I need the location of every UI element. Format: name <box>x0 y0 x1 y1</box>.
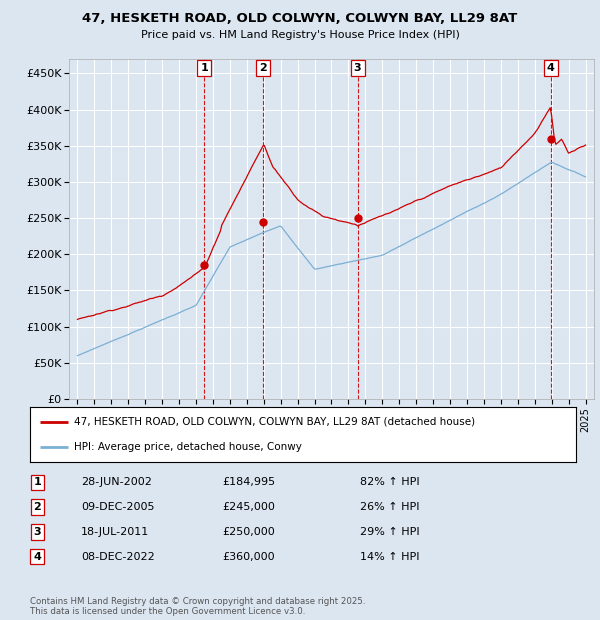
Text: 4: 4 <box>33 552 41 562</box>
Text: 14% ↑ HPI: 14% ↑ HPI <box>360 552 419 562</box>
Text: £360,000: £360,000 <box>222 552 275 562</box>
Text: 47, HESKETH ROAD, OLD COLWYN, COLWYN BAY, LL29 8AT: 47, HESKETH ROAD, OLD COLWYN, COLWYN BAY… <box>82 12 518 25</box>
Text: 29% ↑ HPI: 29% ↑ HPI <box>360 527 419 537</box>
Text: 1: 1 <box>34 477 41 487</box>
Text: 26% ↑ HPI: 26% ↑ HPI <box>360 502 419 512</box>
Text: 4: 4 <box>547 63 554 73</box>
Text: £250,000: £250,000 <box>222 527 275 537</box>
Text: 82% ↑ HPI: 82% ↑ HPI <box>360 477 419 487</box>
Text: 3: 3 <box>354 63 361 73</box>
Text: Price paid vs. HM Land Registry's House Price Index (HPI): Price paid vs. HM Land Registry's House … <box>140 30 460 40</box>
Text: £184,995: £184,995 <box>222 477 275 487</box>
Text: £245,000: £245,000 <box>222 502 275 512</box>
Text: 47, HESKETH ROAD, OLD COLWYN, COLWYN BAY, LL29 8AT (detached house): 47, HESKETH ROAD, OLD COLWYN, COLWYN BAY… <box>74 417 475 427</box>
Text: 18-JUL-2011: 18-JUL-2011 <box>81 527 149 537</box>
Text: 2: 2 <box>259 63 266 73</box>
Text: 28-JUN-2002: 28-JUN-2002 <box>81 477 152 487</box>
Text: 1: 1 <box>200 63 208 73</box>
Text: HPI: Average price, detached house, Conwy: HPI: Average price, detached house, Conw… <box>74 442 302 452</box>
Text: Contains HM Land Registry data © Crown copyright and database right 2025.
This d: Contains HM Land Registry data © Crown c… <box>30 596 365 616</box>
Text: 09-DEC-2005: 09-DEC-2005 <box>81 502 155 512</box>
Text: 08-DEC-2022: 08-DEC-2022 <box>81 552 155 562</box>
Text: 2: 2 <box>34 502 41 512</box>
Text: 3: 3 <box>34 527 41 537</box>
